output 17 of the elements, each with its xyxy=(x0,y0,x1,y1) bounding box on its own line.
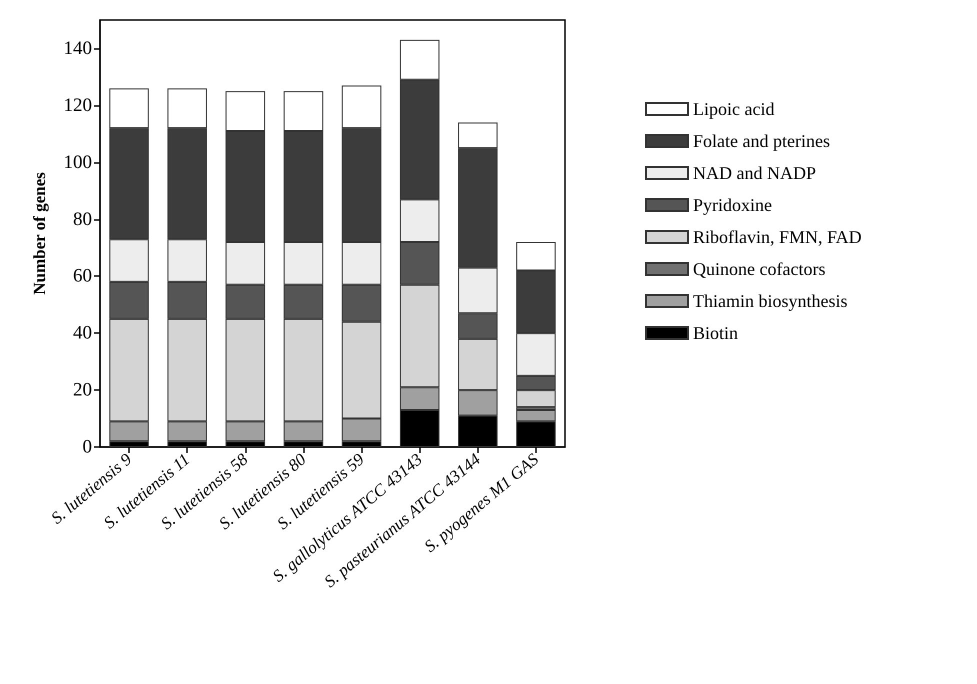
y-axis-title: Number of genes xyxy=(30,172,49,295)
legend-label: NAD and NADP xyxy=(693,163,816,183)
y-tick-label: 140 xyxy=(64,38,92,59)
y-tick-label: 100 xyxy=(64,152,92,173)
legend-label: Pyridoxine xyxy=(693,195,772,215)
legend-label: Lipoic acid xyxy=(693,99,774,119)
y-tick-label: 20 xyxy=(73,380,92,401)
y-tick-label: 120 xyxy=(64,94,92,116)
legend-label: Thiamin biosynthesis xyxy=(693,291,848,311)
legend-label: Folate and pterines xyxy=(693,131,830,151)
y-tick-label: 80 xyxy=(73,208,92,230)
legend-label: Biotin xyxy=(693,323,738,343)
legend-label: Quinone cofactors xyxy=(693,259,826,279)
y-tick-label: 40 xyxy=(73,322,92,344)
y-tick-label: 0 xyxy=(82,436,92,458)
legend-label: Riboflavin, FMN, FAD xyxy=(693,227,862,247)
y-tick-label: 60 xyxy=(73,266,92,287)
